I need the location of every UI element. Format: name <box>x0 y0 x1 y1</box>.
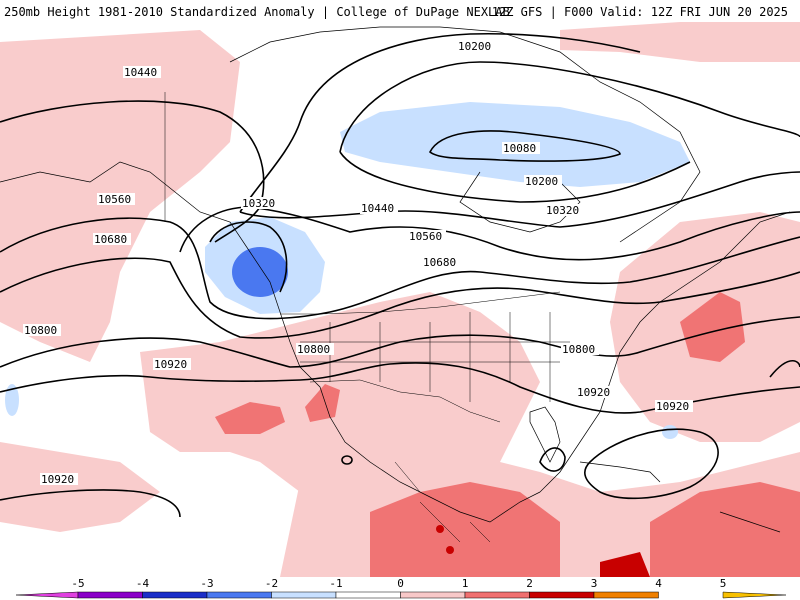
colorbar-tick-label: 0 <box>397 577 404 590</box>
contour-label: 10320 <box>242 197 275 210</box>
colorbar-segment <box>271 591 337 599</box>
height-contours <box>0 32 800 518</box>
contour-label: 10560 <box>98 193 131 206</box>
colorbar-segment <box>15 591 79 599</box>
contour-label: 10320 <box>546 204 579 217</box>
map-title: 250mb Height 1981-2010 Standardized Anom… <box>4 5 510 19</box>
contour-10800 <box>0 316 800 368</box>
contour-label: 10800 <box>297 343 330 356</box>
contour-label: 10200 <box>458 40 491 53</box>
colorbar-tick-label: -5 <box>71 577 84 590</box>
strong-positive-anomaly <box>215 292 800 577</box>
contour-label: 10680 <box>423 256 456 269</box>
strong-negative-anomaly <box>232 247 288 297</box>
contour-label: 10440 <box>361 202 394 215</box>
colorbar-segment <box>77 591 143 599</box>
contour-10080 <box>428 130 621 162</box>
contour-label: 10680 <box>94 233 127 246</box>
contour-label: 10800 <box>562 343 595 356</box>
contour-10440 <box>0 100 265 243</box>
colorbar-segment <box>335 591 401 599</box>
colorbar-segment <box>593 591 659 599</box>
colorbar-tick-labels: -5 -4 -3 -2 -1 0 1 2 3 4 5 <box>71 577 726 590</box>
colorbar-segment <box>464 591 530 599</box>
colorbar-tick-label: 1 <box>462 577 469 590</box>
contour-labels: 10200 10440 10080 10200 10320 10320 1044… <box>23 40 693 486</box>
colorbar-tick-label: -1 <box>329 577 342 590</box>
height-anomaly-map: 10200 10440 10080 10200 10320 10320 1044… <box>0 22 800 577</box>
contour-label: 10080 <box>503 142 536 155</box>
colorbar-tick-label: 4 <box>655 577 662 590</box>
coastlines <box>0 26 791 533</box>
colorbar-tick-label: -3 <box>200 577 213 590</box>
contour-label: 10920 <box>656 400 689 413</box>
contour-10920-closed <box>584 428 719 500</box>
very-strong-positive-anomaly <box>436 525 650 577</box>
colorbar-segment <box>142 591 208 599</box>
colorbar-tick-label: 5 <box>720 577 727 590</box>
contour-label: 10200 <box>525 175 558 188</box>
contour-10560 <box>0 217 800 320</box>
contour-label: 10920 <box>41 473 74 486</box>
contour-label: 10560 <box>409 230 442 243</box>
colorbar-tick-label: 2 <box>526 577 533 590</box>
colorbar-segment <box>722 591 787 599</box>
contour-10680 <box>0 257 800 339</box>
colorbar-tick-label: -2 <box>265 577 278 590</box>
colorbar-tick-label: -4 <box>136 577 150 590</box>
anomaly-colorbar: -5 -4 -3 -2 -1 0 1 2 3 4 5 <box>15 577 787 599</box>
colorbar-segments <box>15 591 787 599</box>
contour-label: 10440 <box>124 66 157 79</box>
contour-label: 10920 <box>577 386 610 399</box>
contour-10920-low <box>0 489 181 518</box>
model-run-info: 12Z GFS | F000 Valid: 12Z FRI JUN 20 202… <box>491 5 788 19</box>
map-header: 250mb Height 1981-2010 Standardized Anom… <box>0 0 800 22</box>
anomaly-region-greenland <box>560 22 800 62</box>
colorbar-segment <box>206 591 272 599</box>
contour-10320 <box>239 32 641 213</box>
colorbar-segment <box>529 591 595 599</box>
contour-10920 <box>0 362 800 414</box>
contour-10200-ring <box>339 61 800 153</box>
contour-10320-low <box>209 221 288 293</box>
contour-label: 10800 <box>24 324 57 337</box>
colorbar-segment <box>400 591 466 599</box>
contour-label: 10920 <box>154 358 187 371</box>
colorbar-tick-label: 3 <box>591 577 598 590</box>
